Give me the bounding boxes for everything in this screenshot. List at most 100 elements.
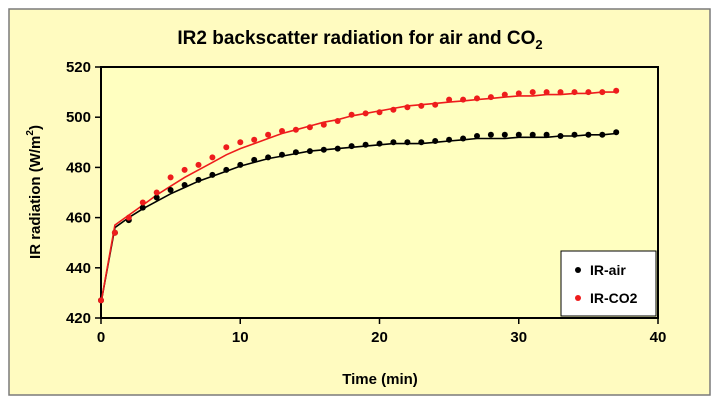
data-point-ir-co2	[515, 90, 522, 97]
data-point-ir-air	[390, 139, 397, 146]
data-point-ir-air	[167, 187, 174, 193]
x-tick-label: 40	[650, 329, 667, 346]
data-point-ir-co2	[474, 95, 480, 102]
data-point-ir-co2	[446, 96, 453, 103]
legend-marker-ir-air	[575, 267, 581, 273]
data-point-ir-co2	[599, 89, 606, 96]
data-point-ir-co2	[585, 89, 592, 96]
data-point-ir-co2	[432, 101, 439, 108]
x-tick-label: 20	[371, 329, 388, 346]
data-point-ir-co2	[125, 214, 132, 221]
data-point-ir-co2	[376, 109, 383, 116]
data-point-ir-co2	[111, 229, 118, 236]
y-tick-label: 440	[66, 260, 91, 277]
data-point-ir-co2	[195, 161, 202, 168]
data-point-ir-air	[209, 171, 216, 178]
data-point-ir-co2	[613, 87, 620, 94]
data-point-ir-air	[571, 131, 578, 138]
y-tick-label: 460	[66, 210, 91, 227]
data-point-ir-air	[320, 146, 327, 153]
data-point-ir-air	[139, 204, 146, 211]
data-point-ir-co2	[139, 199, 146, 206]
data-point-ir-co2	[279, 128, 285, 134]
data-point-ir-co2	[306, 124, 313, 131]
data-point-ir-air	[404, 139, 411, 146]
data-point-ir-air	[460, 135, 467, 142]
data-point-ir-co2	[209, 154, 216, 161]
data-point-ir-air	[515, 131, 522, 138]
data-point-ir-air	[474, 133, 480, 139]
trend-line-ir-co2	[100, 91, 617, 304]
data-point-ir-co2	[362, 110, 369, 117]
data-point-ir-co2	[348, 111, 355, 118]
data-point-ir-air	[279, 151, 285, 158]
ticks-layer: 0 10 20 30 40 420 440 460 480 500 520	[66, 59, 666, 346]
data-point-ir-air	[501, 131, 508, 138]
data-point-ir-air	[362, 141, 369, 148]
data-point-ir-air	[418, 139, 425, 146]
legend: IR-air IR-CO2	[560, 250, 657, 317]
data-point-ir-air	[585, 131, 592, 138]
data-point-ir-air	[251, 156, 258, 163]
data-point-ir-air	[543, 131, 550, 138]
data-point-ir-co2	[543, 89, 550, 96]
data-point-ir-co2	[501, 91, 508, 98]
y-axis-label: IR radiation (W/m2)	[25, 125, 44, 259]
data-point-ir-air	[557, 133, 564, 139]
x-tick-label: 0	[97, 329, 105, 346]
x-axis-label: Time (min)	[342, 371, 418, 388]
y-tick-label: 480	[66, 159, 91, 176]
data-point-ir-co2	[98, 297, 104, 304]
y-axis-label-main: IR radiation (W/m	[27, 136, 44, 259]
legend-label-ir-air: IR-air	[590, 262, 626, 278]
data-point-ir-co2	[418, 102, 425, 109]
data-point-ir-air	[292, 149, 299, 156]
data-point-ir-co2	[460, 96, 467, 103]
data-point-ir-co2	[320, 121, 327, 128]
data-point-ir-air	[306, 148, 313, 155]
data-point-ir-co2	[167, 174, 174, 181]
data-point-ir-co2	[529, 89, 536, 96]
data-point-ir-air	[376, 140, 383, 147]
data-point-ir-air	[334, 145, 341, 152]
y-axis-label-superscript: 2	[25, 130, 36, 136]
y-axis-label-suffix: )	[27, 125, 44, 130]
data-point-ir-co2	[571, 89, 578, 96]
data-point-ir-air	[487, 131, 494, 138]
data-point-ir-co2	[181, 166, 188, 173]
data-point-ir-co2	[404, 104, 411, 111]
legend-label-ir-co2: IR-CO2	[590, 290, 638, 306]
data-point-ir-air	[153, 194, 160, 201]
data-point-ir-air	[265, 154, 272, 161]
data-point-ir-co2	[251, 136, 258, 143]
data-point-ir-air	[237, 161, 244, 168]
data-point-ir-co2	[237, 139, 244, 146]
legend-box	[560, 250, 657, 317]
data-point-ir-co2	[265, 131, 272, 138]
y-tick-label: 500	[66, 109, 91, 126]
data-point-ir-co2	[557, 89, 564, 96]
data-point-ir-air	[432, 138, 439, 144]
x-tick-label: 10	[232, 329, 249, 346]
data-point-ir-air	[181, 182, 188, 188]
points-layer	[98, 87, 620, 304]
chart-title-subscript: 2	[535, 37, 542, 52]
data-point-ir-air	[223, 166, 230, 173]
data-point-ir-air	[348, 143, 355, 150]
data-point-ir-co2	[292, 126, 299, 133]
x-tick-label: 30	[510, 329, 527, 346]
data-point-ir-air	[613, 129, 620, 136]
chart-title-main: IR2 backscatter radiation for air and CO	[177, 28, 535, 49]
y-tick-label: 520	[66, 59, 91, 76]
chart-title: IR2 backscatter radiation for air and CO…	[177, 28, 542, 52]
data-point-ir-co2	[334, 118, 341, 124]
data-point-ir-air	[529, 131, 536, 138]
data-point-ir-co2	[223, 144, 230, 151]
data-point-ir-air	[195, 176, 202, 183]
data-point-ir-co2	[390, 106, 397, 113]
data-point-ir-air	[446, 136, 453, 143]
y-tick-label: 420	[66, 310, 91, 327]
data-point-ir-co2	[153, 189, 160, 196]
